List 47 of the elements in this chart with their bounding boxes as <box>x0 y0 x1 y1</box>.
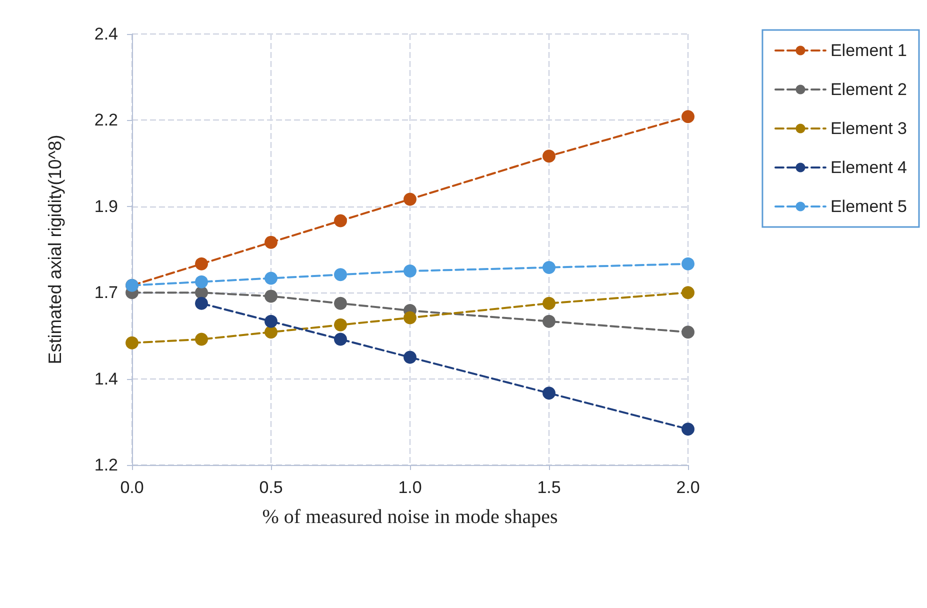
point <box>334 318 347 332</box>
point <box>682 326 694 339</box>
x-axis-title: % of measured noise in mode shapes <box>262 506 558 528</box>
point <box>682 422 694 436</box>
point <box>334 296 347 310</box>
y-tick-label: 1.2 <box>94 456 118 474</box>
x-tick-label: 1.0 <box>398 478 422 497</box>
y-tick-label: 2.4 <box>94 24 118 44</box>
point <box>682 286 694 300</box>
point <box>195 257 208 270</box>
point <box>264 272 278 285</box>
point <box>264 236 278 249</box>
y-axis-title: Estimated axial rigidity(10^8) <box>45 134 65 364</box>
point <box>404 311 416 324</box>
point <box>404 264 416 278</box>
point <box>334 268 347 282</box>
point <box>334 332 347 346</box>
point <box>195 275 208 288</box>
legend-label: Element 1 <box>830 41 908 60</box>
x-tick-label: 1.5 <box>537 478 561 497</box>
legend-label: Element 5 <box>830 197 908 216</box>
y-tick-label: 1.9 <box>94 196 118 216</box>
y-tick-label: 1.4 <box>94 369 118 388</box>
legend-label: Element 4 <box>830 158 908 177</box>
legend-label: Element 2 <box>830 80 908 99</box>
point <box>682 110 694 124</box>
point <box>542 314 556 328</box>
point <box>264 314 278 328</box>
point <box>264 290 278 303</box>
y-tick-label: 2.2 <box>94 110 118 130</box>
point <box>542 260 556 274</box>
point <box>542 150 556 163</box>
legend-label: Element 3 <box>830 119 908 138</box>
x-tick-label: 0.0 <box>120 478 144 497</box>
point <box>682 257 694 270</box>
point <box>126 336 138 350</box>
x-tick-label: 0.5 <box>259 478 283 497</box>
point <box>195 332 208 346</box>
x-tick-label: 2.0 <box>676 478 700 497</box>
point <box>404 350 416 364</box>
point <box>542 386 556 400</box>
point <box>334 214 347 228</box>
point <box>542 296 556 310</box>
y-tick-label: 1.7 <box>94 283 118 302</box>
point <box>404 192 416 206</box>
point <box>195 296 208 310</box>
point <box>264 326 278 339</box>
